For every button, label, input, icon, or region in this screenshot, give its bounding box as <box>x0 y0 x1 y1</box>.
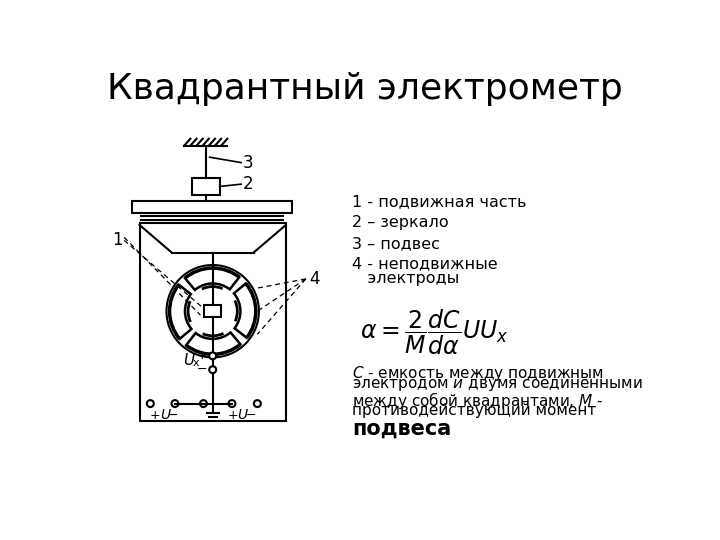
Text: электродом $и$ двумя соединенными: электродом $и$ двумя соединенными <box>352 377 643 393</box>
Text: −: − <box>246 409 256 422</box>
Text: подвеса: подвеса <box>352 419 451 439</box>
Text: −: − <box>197 363 207 376</box>
Circle shape <box>254 400 261 407</box>
Bar <box>132 201 292 213</box>
Circle shape <box>171 400 179 407</box>
Text: между собой квадрантами, $M$ -: между собой квадрантами, $M$ - <box>352 390 603 411</box>
Wedge shape <box>170 285 192 339</box>
Text: 1 - подвижная часть: 1 - подвижная часть <box>352 194 526 209</box>
Circle shape <box>147 400 154 407</box>
Text: Квадрантный электрометр: Квадрантный электрометр <box>107 72 623 106</box>
Circle shape <box>166 265 259 357</box>
Text: 1: 1 <box>112 231 122 249</box>
Wedge shape <box>186 333 240 354</box>
Text: −: − <box>168 409 179 422</box>
Text: U: U <box>160 408 170 422</box>
Text: x: x <box>193 358 199 368</box>
Text: 4 - неподвижные: 4 - неподвижные <box>352 256 498 272</box>
Text: 2 – зеркало: 2 – зеркало <box>352 215 449 230</box>
Text: +: + <box>150 409 161 422</box>
Text: 2: 2 <box>243 175 253 193</box>
Text: +: + <box>228 409 238 422</box>
Bar <box>204 305 221 318</box>
Circle shape <box>228 400 235 407</box>
Text: +: + <box>197 349 207 362</box>
Text: $\alpha = \dfrac{2}{M}\dfrac{dC}{d\alpha}UU_x$: $\alpha = \dfrac{2}{M}\dfrac{dC}{d\alpha… <box>360 307 508 357</box>
Wedge shape <box>185 268 239 290</box>
Text: 4: 4 <box>309 270 320 288</box>
Bar <box>140 224 286 421</box>
Text: электроды: электроды <box>352 271 459 286</box>
Text: $C$ - емкость между подвижным: $C$ - емкость между подвижным <box>352 363 604 382</box>
Text: U: U <box>184 353 194 368</box>
Text: противодействующий момент: противодействующий момент <box>352 403 596 418</box>
Wedge shape <box>234 284 256 338</box>
Circle shape <box>210 366 216 373</box>
Text: 3: 3 <box>243 153 253 172</box>
Bar <box>192 178 220 195</box>
Text: 3 – подвес: 3 – подвес <box>352 236 440 251</box>
Text: U: U <box>238 408 248 422</box>
Circle shape <box>200 400 207 407</box>
Circle shape <box>210 353 216 359</box>
